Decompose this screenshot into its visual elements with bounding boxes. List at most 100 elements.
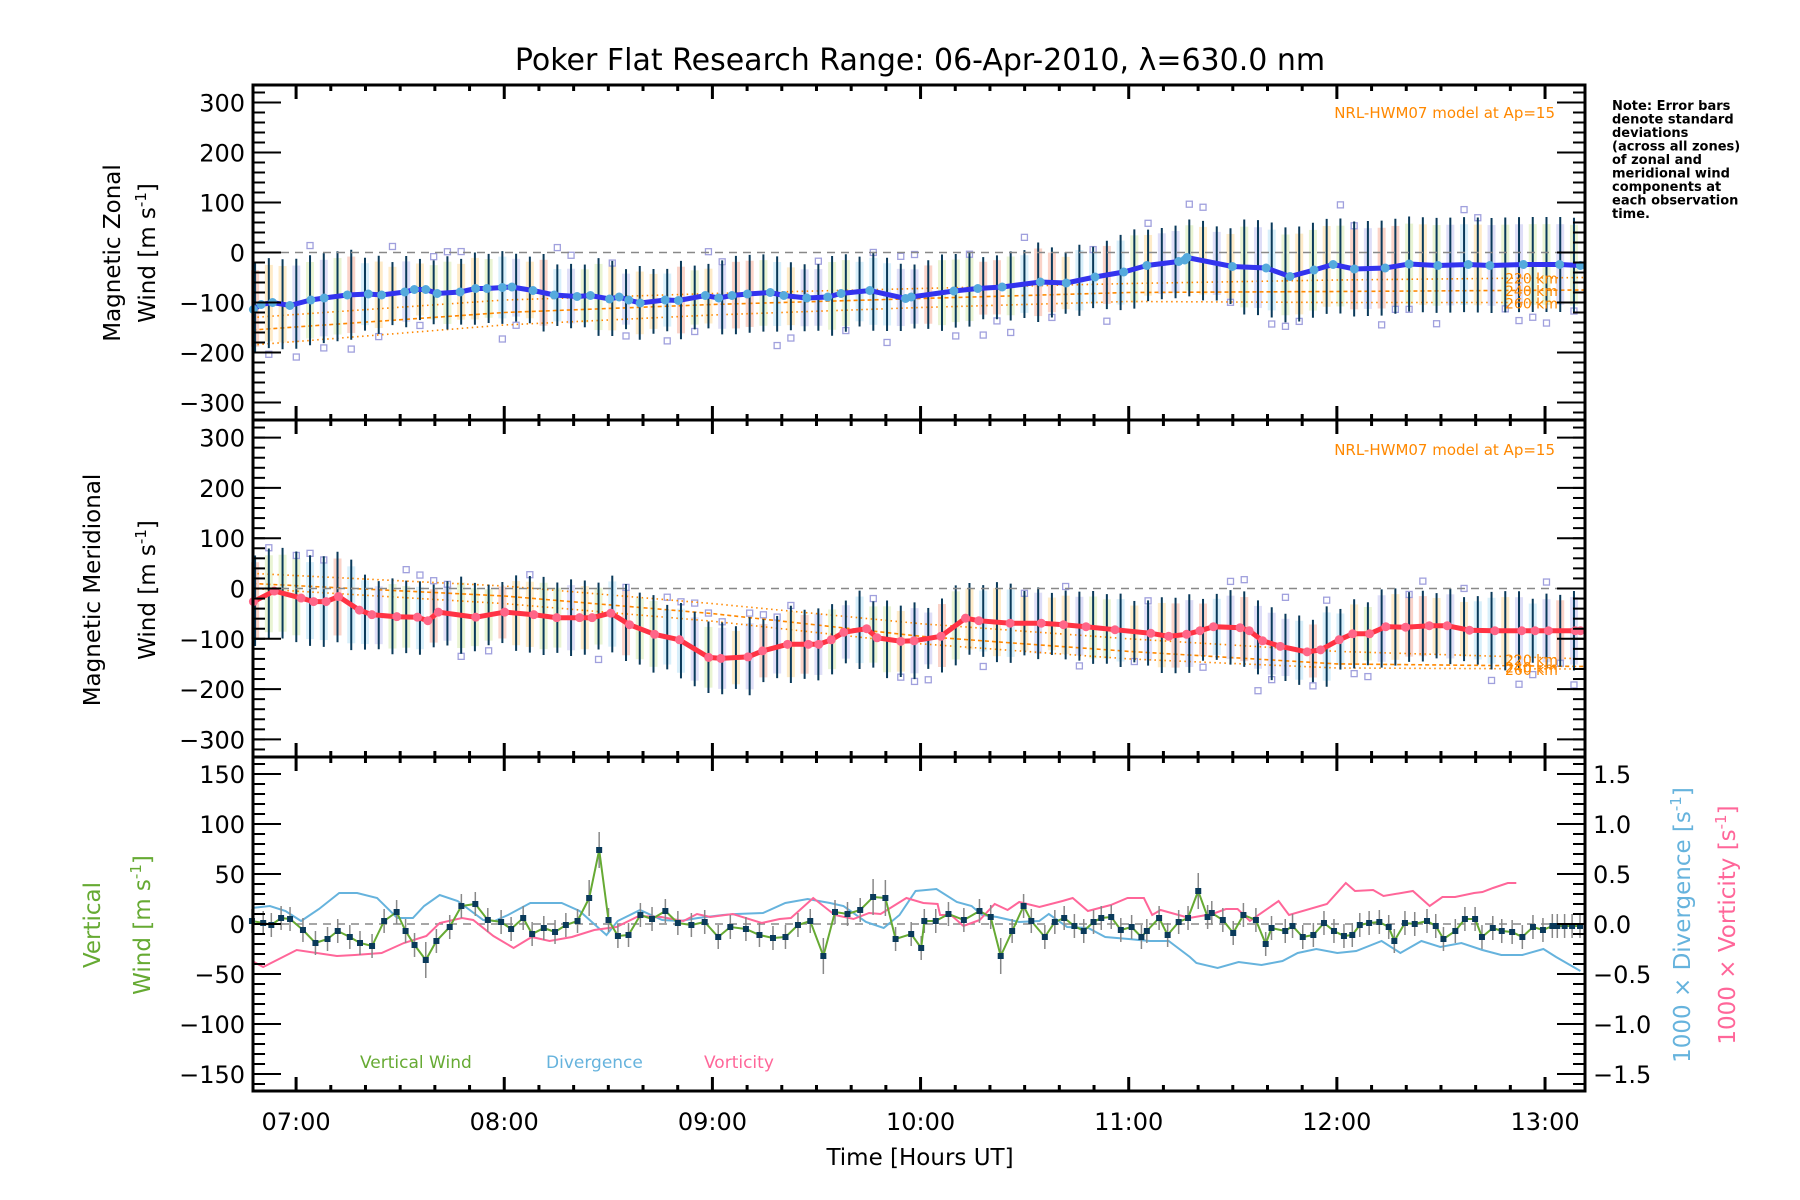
model-altitude-label: 220 km [1505,653,1558,669]
model-curve-240km [252,289,1585,331]
mean-wind-point [758,646,768,656]
mean-wind-point [1035,277,1045,287]
zone-point [567,251,575,259]
zone-point [1529,670,1537,679]
zone-point [1432,320,1441,328]
vertical-wind-point [1156,915,1163,921]
zone-point [484,647,493,655]
vertical-wind-point [688,922,695,928]
zone-point [704,248,713,256]
mean-wind-point [605,294,615,304]
mean-wind-point [471,612,481,622]
vertical-wind-point [1143,928,1150,934]
vertical-wind-point [1219,917,1226,923]
vertical-wind-point [552,929,559,935]
mean-wind-point [1164,631,1174,641]
mean-wind-point [1401,622,1411,632]
vertical-wind-point [520,915,527,921]
mean-wind-point [507,282,517,292]
vertical-wind-point [921,918,928,924]
vertical-wind-point [1391,938,1398,944]
mean-wind-point [973,284,983,293]
zone-point [1185,200,1193,208]
mean-wind-point [319,293,329,303]
mean-wind-point [1036,618,1046,628]
vertical-wind-point [701,919,708,925]
vertical-wind-point [1240,912,1247,918]
model-altitude-label: 240 km [1505,660,1558,676]
zonal-ylabel-sup: -1 [132,192,150,207]
note-line: deviations [1612,126,1689,141]
meridional-wind-panel: 300 200 100 0 −100 −200 −300 NRL-HWM07 model a… [80,418,1587,759]
zone-point [1529,313,1537,321]
vertical-wind-point [596,847,603,853]
mean-wind-point [1208,622,1218,632]
meridional-model-curves [252,572,1585,670]
vertical-wind-point [1080,928,1087,934]
note-line: meridional wind [1612,167,1730,182]
meridional-y-axis-title: Magnetic Meridional [80,474,106,707]
zone-point [691,599,699,607]
mean-wind-point [500,607,510,617]
zone-point [1103,317,1111,325]
mean-wind-point [635,298,645,308]
divergence-line [251,887,1581,972]
mean-wind-point [826,635,836,645]
vertical-wind-point [1411,921,1418,927]
mean-wind-point [1309,265,1319,275]
x-tick-label: 10:00 [886,1108,955,1136]
zonal-y-axis-title-2: Wind [m s-1] [132,183,161,323]
vertical-wind-point [625,932,632,938]
vertical-wind-point [334,928,341,934]
vertical-wind-point [446,924,453,930]
zone-point [910,677,919,686]
zone-point [924,676,932,684]
model-curve-220km [252,572,1585,660]
mean-wind-point [392,612,402,622]
zone-point [663,337,671,345]
vertical-y-axis-title: Vertical [80,882,106,968]
zonal-ylabel-close: ] [135,183,161,192]
vertical-wind-point [769,935,776,941]
mean-wind-point [1235,623,1245,633]
vertical-wind-point [1230,930,1237,936]
zone-point [691,327,699,336]
vertical-wind-point [1554,923,1561,929]
zonal-ylabel-line2: Wind [m s [135,207,161,323]
y-tick-label: −200 [179,676,245,704]
y-tick-label: 300 [199,425,245,453]
mean-wind-point [1555,260,1565,269]
zone-point [512,321,520,329]
vertical-wind-point [1549,923,1556,929]
mean-wind-point [1005,618,1015,628]
zone-point [375,332,383,341]
vertical-wind-point [1452,928,1459,934]
note-line: each observation [1612,194,1738,209]
svg-text:Wind [m s-1]: Wind [m s-1] [127,855,156,995]
mean-wind-point [587,613,597,623]
vertical-wind-point [1498,928,1505,934]
mean-wind-point [783,639,793,649]
zone-point [553,243,561,252]
mean-wind-point [377,290,387,300]
zone-point [1199,663,1207,671]
divergence-ylabel: 1000 × Divergence [s [1670,811,1696,1063]
mean-wind-point [803,639,813,649]
note-line: (across all zones) [1612,140,1740,155]
mean-wind-point [906,292,916,302]
mean-wind-point [1081,622,1091,632]
svg-text:1000 × Divergence [s-1]: 1000 × Divergence [s-1] [1667,787,1696,1063]
vertical-wind-point [1519,934,1526,940]
mean-wind-point [624,295,634,305]
vertical-wind-point [637,912,644,918]
vertical-wind-point [1028,918,1035,924]
vertical-wind-point [960,917,967,923]
mean-wind-point [1464,625,1474,635]
divergence-ylabel-sup: -1 [1667,796,1685,811]
mean-wind-point [409,285,419,294]
vertical-wind-point [844,911,851,917]
mean-wind-point [872,633,882,643]
vertical-wind-point [756,932,763,938]
mean-wind-point [865,286,875,295]
vertical-wind-point [976,908,983,914]
